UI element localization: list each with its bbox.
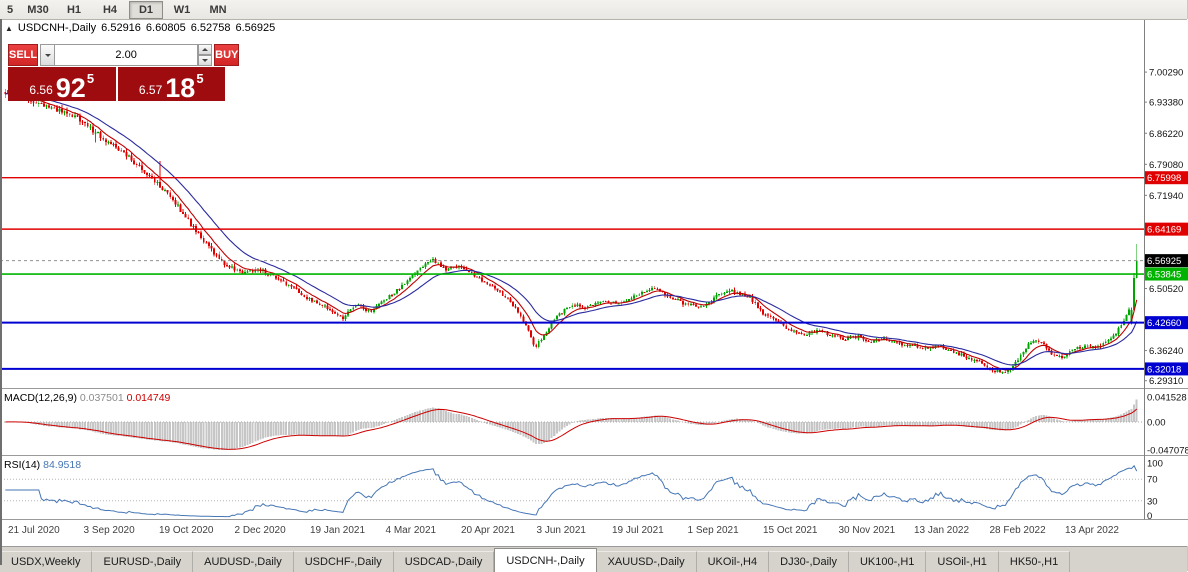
chart-tab-uk100-h1[interactable]: UK100-,H1 [848, 551, 927, 572]
rsi-axis-label: 30 [1147, 496, 1158, 507]
rsi-line [5, 464, 1138, 518]
volume-input[interactable] [55, 44, 199, 66]
timeframe-button-mn[interactable]: MN [209, 3, 227, 16]
moving-average-8 [5, 92, 1138, 371]
chart-canvas[interactable]: 6.75998 6.64169 6.53845 6.42660 6.32018 6.569… [0, 19, 1188, 546]
timeframe-button-w1[interactable]: W1 [173, 3, 191, 16]
axis-price-chip [1145, 316, 1188, 330]
axis-tick-label: 7.00290 [1149, 68, 1183, 79]
macd-axis-label: -0.047078 [1147, 446, 1188, 457]
axis-tick-label: 6.86220 [1149, 129, 1183, 140]
svg-text:6.64169: 6.64169 [1147, 225, 1181, 236]
chart-tab-audusd-daily[interactable]: AUDUSD-,Daily [193, 551, 294, 572]
chart-title-symbol: USDCNH-,Daily [17, 22, 97, 34]
chart-tab-eurusd-daily[interactable]: EURUSD-,Daily [92, 551, 194, 572]
timeframe-button-h4[interactable]: H4 [102, 3, 118, 16]
chart-tab-usdcad-daily[interactable]: USDCAD-,Daily [393, 551, 495, 572]
sell-price-prefix: 6.56 [29, 83, 53, 97]
rsi-axis-label: 70 [1147, 475, 1158, 486]
timeframe-button-h1[interactable]: H1 [66, 3, 82, 16]
chart-tab-usdx-weekly[interactable]: USDX,Weekly [0, 551, 93, 572]
date-axis-label: 3 Jun 2021 [537, 525, 587, 536]
horizontal-level-lines: 6.75998 6.64169 6.53845 6.42660 6.32018 [0, 171, 1188, 376]
date-axis-label: 2 Dec 2020 [235, 525, 287, 536]
chart-tab-usdchf-daily[interactable]: USDCHF-,Daily [293, 551, 394, 572]
volume-increase-icon[interactable] [198, 44, 213, 55]
macd-label: MACD(12,26,9) 0.037501 0.014749 [4, 392, 171, 404]
chart-tab-usoil-h1[interactable]: USOil-,H1 [926, 551, 999, 572]
buy-price-button[interactable]: 6.57 18 5 [117, 67, 225, 103]
date-axis-label: 1 Sep 2021 [688, 525, 740, 536]
date-axis-label: 13 Apr 2022 [1065, 525, 1119, 536]
date-axis-label: 20 Apr 2021 [461, 525, 515, 536]
sell-price-sup: 5 [86, 71, 95, 86]
timeframe-toolbar: 5 M30 H1 H4 D1 W1 MN [0, 0, 1187, 20]
axis-price-chip [1145, 171, 1188, 185]
rsi-label: RSI(14) 84.9518 [4, 459, 81, 471]
current-price-chip [1145, 254, 1188, 268]
chart-tab-dj30-daily[interactable]: DJ30-,Daily [769, 551, 849, 572]
window-left-edge [0, 19, 2, 565]
date-axis-label: 19 Oct 2020 [159, 525, 214, 536]
chart-tab-ukoil-h4[interactable]: UKOil-,H4 [696, 551, 770, 572]
timeframe-button-5[interactable]: 5 [6, 3, 14, 16]
one-click-trading-panel: SELL BUY 6.56 92 5 6.57 18 5 [8, 44, 240, 103]
volume-control [40, 44, 213, 66]
sell-price-big: 92 [55, 72, 86, 103]
svg-text:6.75998: 6.75998 [1147, 173, 1181, 184]
rsi-axis-label: 100 [1147, 459, 1163, 470]
date-axis-label: 21 Jul 2020 [8, 525, 60, 536]
buy-button[interactable]: BUY [214, 44, 240, 66]
buy-price-sup: 5 [196, 71, 204, 86]
date-axis-label: 15 Oct 2021 [763, 525, 818, 536]
macd-axis-label: 0.041528 [1147, 393, 1187, 404]
axis-tick-label: 6.93380 [1149, 98, 1183, 109]
date-axis-label: 13 Jan 2022 [914, 525, 969, 536]
moving-average-21 [5, 93, 1138, 366]
date-axis-label: 19 Jul 2021 [612, 525, 664, 536]
candlestick-series [4, 86, 1138, 375]
rsi-axis-label: 0 [1147, 511, 1152, 522]
macd-signal-line [5, 408, 1138, 450]
chart-title: ▲ USDCNH-,Daily 6.52916 6.60805 6.52758 … [5, 22, 275, 34]
sell-button[interactable]: SELL [8, 44, 39, 66]
chart-tab-hk50-h1[interactable]: HK50-,H1 [998, 551, 1071, 572]
axis-tick-label: 6.36240 [1149, 346, 1183, 357]
ohlc-close: 6.56925 [235, 22, 276, 34]
svg-text:6.32018: 6.32018 [1147, 364, 1181, 375]
axis-tick-label: 6.71940 [1149, 191, 1183, 202]
axis-price-chip [1145, 222, 1188, 236]
axis-price-chip [1145, 267, 1188, 281]
axis-tick-label: 6.50520 [1149, 284, 1183, 295]
date-axis-label: 19 Jan 2021 [310, 525, 365, 536]
volume-decrease-icon[interactable] [198, 55, 213, 66]
chart-window: 6.75998 6.64169 6.53845 6.42660 6.32018 6.569… [0, 19, 1188, 565]
ohlc-low: 6.52758 [190, 22, 231, 34]
axis-tick-label: 6.79080 [1149, 160, 1183, 171]
date-axis-label: 4 Mar 2021 [386, 525, 437, 536]
svg-text:6.53845: 6.53845 [1147, 270, 1181, 281]
timeframe-button-m30[interactable]: M30 [27, 3, 49, 16]
macd-histogram [6, 399, 1138, 451]
buy-price-prefix: 6.57 [138, 83, 163, 97]
date-axis-label: 30 Nov 2021 [839, 525, 896, 536]
chart-tab-usdcnh-daily[interactable]: USDCNH-,Daily [494, 548, 597, 572]
date-axis-label: 28 Feb 2022 [990, 525, 1047, 536]
macd-axis-label: 0.00 [1147, 418, 1166, 429]
axis-tick-label: 6.29310 [1149, 376, 1183, 387]
volume-dropdown-icon[interactable] [40, 44, 56, 66]
sell-price-button[interactable]: 6.56 92 5 [8, 67, 116, 101]
ohlc-open: 6.52916 [101, 22, 141, 34]
chart-tabs-bar: USDX,Weekly EURUSD-,Daily AUDUSD-,Daily USD… [0, 546, 1187, 572]
one-click-toggle-icon[interactable]: ▲ [5, 23, 13, 33]
svg-text:6.56925: 6.56925 [1147, 256, 1181, 267]
ohlc-high: 6.60805 [145, 22, 186, 34]
axis-price-chip [1145, 362, 1188, 376]
buy-price-big: 18 [165, 72, 196, 103]
chart-tab-xauusd-daily[interactable]: XAUUSD-,Daily [596, 551, 697, 572]
timeframe-button-d1[interactable]: D1 [129, 0, 163, 19]
svg-text:6.42660: 6.42660 [1147, 318, 1181, 329]
date-axis-label: 3 Sep 2020 [84, 525, 136, 536]
